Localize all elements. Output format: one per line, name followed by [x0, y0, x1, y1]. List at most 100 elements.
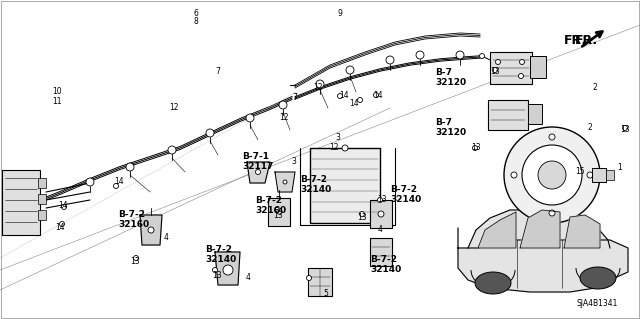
- Text: B-7-1
32117: B-7-1 32117: [242, 152, 273, 171]
- Text: 13: 13: [377, 196, 387, 204]
- Circle shape: [495, 60, 500, 64]
- Circle shape: [378, 197, 383, 203]
- Text: 13: 13: [471, 144, 481, 152]
- Text: 14: 14: [339, 92, 349, 100]
- Text: 1: 1: [618, 164, 622, 173]
- Circle shape: [276, 208, 282, 214]
- Circle shape: [283, 180, 287, 184]
- Circle shape: [275, 207, 280, 212]
- Circle shape: [504, 127, 600, 223]
- Circle shape: [472, 145, 477, 151]
- Text: 14: 14: [373, 92, 383, 100]
- Circle shape: [522, 145, 582, 205]
- Bar: [592, 168, 606, 182]
- Bar: [370, 200, 392, 228]
- Text: 2: 2: [588, 123, 593, 132]
- Ellipse shape: [475, 272, 511, 294]
- Text: 5: 5: [324, 290, 328, 299]
- Circle shape: [337, 93, 342, 99]
- Text: 4: 4: [246, 272, 250, 281]
- Circle shape: [378, 211, 384, 217]
- Circle shape: [126, 163, 134, 171]
- Text: B-7
32120: B-7 32120: [435, 68, 466, 87]
- Circle shape: [358, 98, 362, 102]
- Text: B-7-2
32140: B-7-2 32140: [370, 255, 401, 274]
- Text: 12: 12: [169, 103, 179, 113]
- Text: B-7-2
32140: B-7-2 32140: [390, 185, 421, 204]
- Circle shape: [346, 66, 354, 74]
- Text: SJA4B1341: SJA4B1341: [577, 299, 618, 308]
- Circle shape: [61, 204, 67, 210]
- Text: FR.: FR.: [563, 33, 587, 47]
- Text: 7: 7: [216, 68, 220, 77]
- Circle shape: [206, 129, 214, 137]
- Text: 3: 3: [292, 158, 296, 167]
- Text: 13: 13: [130, 257, 140, 266]
- Circle shape: [623, 125, 627, 130]
- Circle shape: [386, 56, 394, 64]
- Text: 13: 13: [357, 213, 367, 222]
- Bar: [528, 104, 542, 124]
- Circle shape: [255, 169, 260, 174]
- Bar: [490, 52, 532, 84]
- Text: 10: 10: [52, 87, 62, 97]
- Polygon shape: [458, 228, 628, 292]
- Circle shape: [493, 68, 497, 72]
- Circle shape: [518, 73, 524, 78]
- Text: 14: 14: [349, 100, 359, 108]
- Polygon shape: [520, 210, 560, 248]
- Polygon shape: [215, 252, 240, 285]
- Text: 12: 12: [279, 114, 289, 122]
- Bar: [488, 100, 528, 130]
- Bar: [308, 268, 332, 296]
- Text: 14: 14: [55, 224, 65, 233]
- Text: 12: 12: [329, 144, 339, 152]
- Circle shape: [374, 93, 378, 98]
- Text: 7: 7: [292, 93, 298, 102]
- Bar: [268, 198, 290, 226]
- Circle shape: [549, 134, 555, 140]
- Polygon shape: [275, 172, 295, 192]
- Circle shape: [511, 172, 517, 178]
- Bar: [38, 194, 46, 204]
- Circle shape: [456, 51, 464, 59]
- Circle shape: [479, 54, 484, 58]
- Circle shape: [520, 60, 525, 64]
- Bar: [530, 56, 546, 78]
- Text: 11: 11: [52, 98, 61, 107]
- Circle shape: [168, 146, 176, 154]
- Polygon shape: [247, 162, 270, 183]
- Circle shape: [86, 178, 94, 186]
- Circle shape: [360, 211, 365, 217]
- Text: FR.: FR.: [575, 33, 598, 47]
- Text: 9: 9: [337, 10, 342, 19]
- Text: 12: 12: [313, 84, 323, 93]
- Text: B-7-2
32140: B-7-2 32140: [300, 175, 332, 194]
- Text: 14: 14: [58, 202, 68, 211]
- Text: B-7-2
32140: B-7-2 32140: [205, 245, 236, 264]
- Circle shape: [212, 268, 218, 272]
- Text: 2: 2: [593, 84, 597, 93]
- Bar: [38, 210, 46, 220]
- Bar: [310, 148, 380, 223]
- Circle shape: [148, 227, 154, 233]
- Circle shape: [307, 276, 312, 280]
- Ellipse shape: [580, 267, 616, 289]
- Text: 4: 4: [164, 234, 168, 242]
- Bar: [2, 170, 40, 235]
- Text: 6: 6: [193, 10, 198, 19]
- Bar: [38, 178, 46, 188]
- Text: B-7
32120: B-7 32120: [435, 118, 466, 137]
- Circle shape: [246, 114, 254, 122]
- Circle shape: [223, 265, 233, 275]
- Text: 13: 13: [490, 68, 500, 77]
- Text: B-7-2
32160: B-7-2 32160: [118, 210, 149, 229]
- Text: 13: 13: [620, 125, 630, 135]
- Circle shape: [60, 221, 65, 226]
- Text: 14: 14: [114, 177, 124, 187]
- Circle shape: [279, 101, 287, 109]
- Text: 3: 3: [335, 133, 340, 143]
- Polygon shape: [468, 210, 610, 248]
- Circle shape: [113, 183, 118, 189]
- Text: 13: 13: [273, 211, 283, 219]
